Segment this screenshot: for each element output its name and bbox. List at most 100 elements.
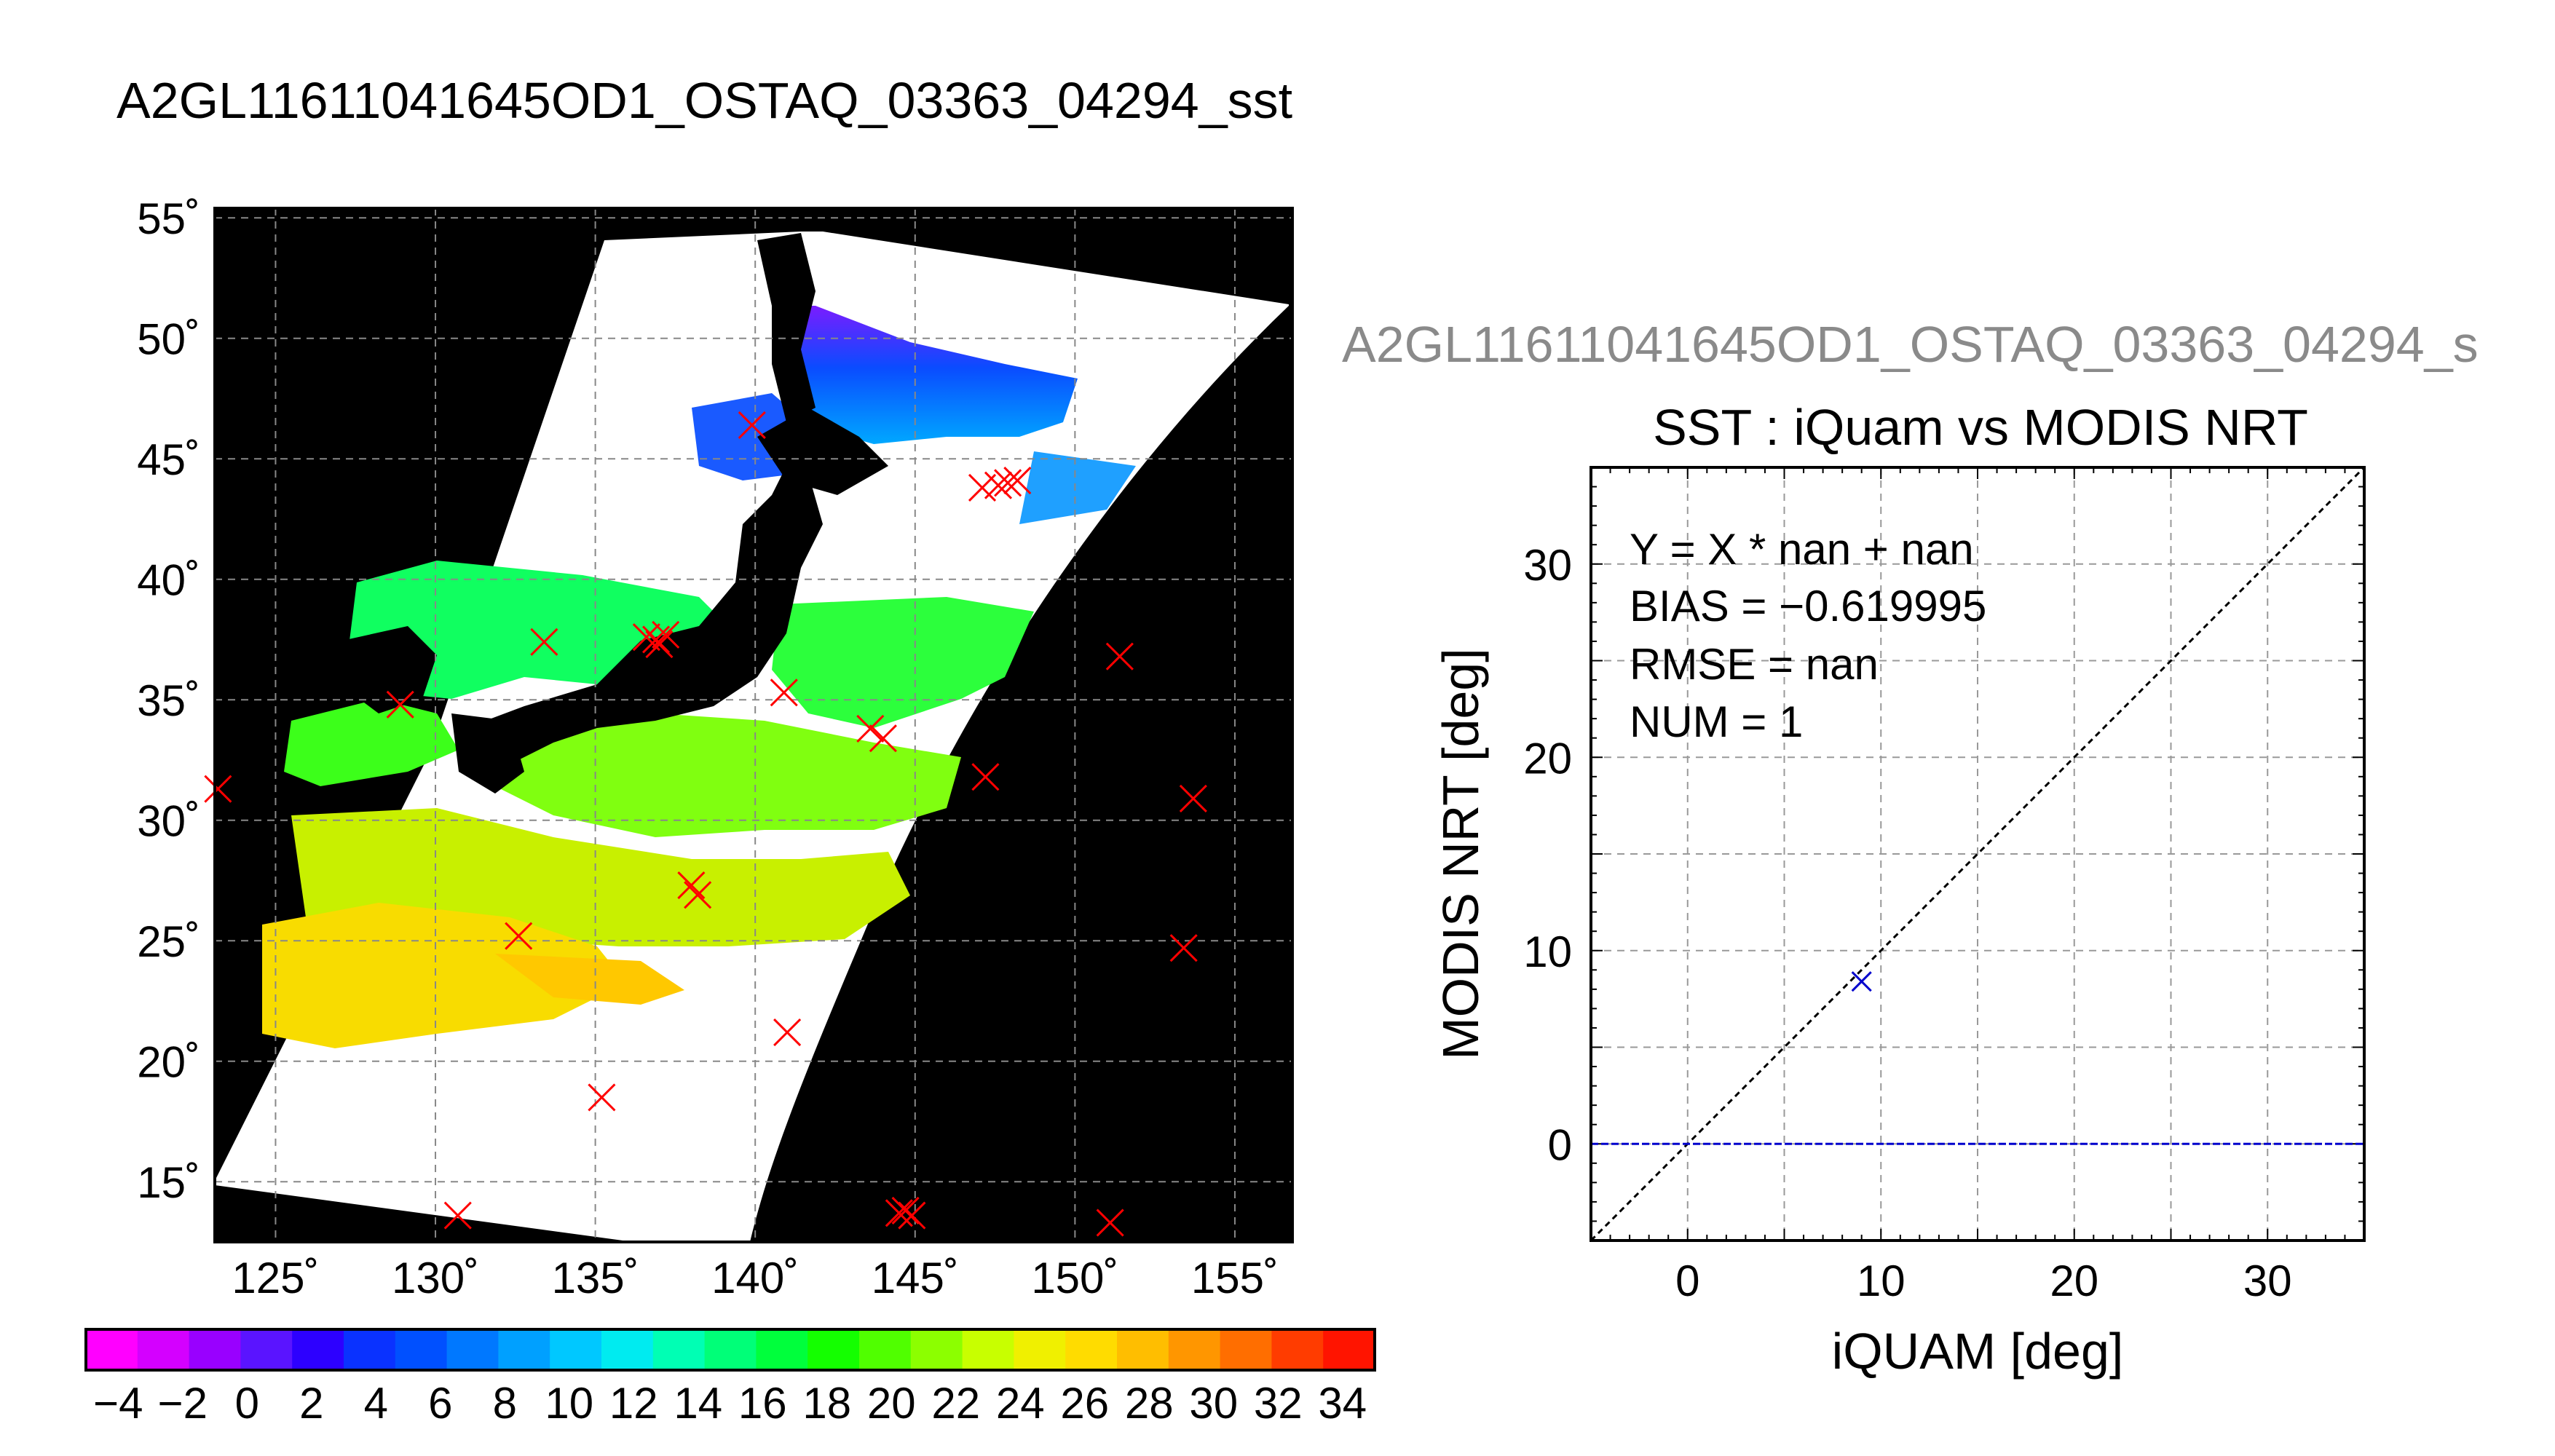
stats-line-regression: Y = X * nan + nan [1630, 525, 1974, 574]
colorbar-label-17: 30 [1189, 1379, 1238, 1428]
colorbar-swatch [446, 1329, 499, 1370]
land-hokkaido [757, 408, 888, 495]
lat-tick-label-1: 50˚ [137, 315, 200, 364]
scatter-y-tick-label-1: 10 [1523, 927, 1572, 976]
colorbar-swatch [601, 1329, 654, 1370]
colorbar-label-12: 20 [867, 1379, 916, 1428]
lon-tick-label-3: 140˚ [711, 1254, 799, 1302]
longitude-tick-labels: 125˚ 130˚ 135˚ 140˚ 145˚ 150˚ 155˚ [232, 1254, 1279, 1302]
observation-marker [684, 881, 712, 909]
lon-tick-label-0: 125˚ [232, 1254, 319, 1302]
observation-marker [738, 411, 766, 439]
sst-region-yellow-sea [284, 699, 459, 786]
observation-marker [984, 471, 1013, 499]
scatter-x-tick-label-0: 0 [1675, 1257, 1699, 1305]
colorbar-swatch [344, 1329, 396, 1370]
colorbar-swatch [1014, 1329, 1066, 1370]
scatter-point [1851, 971, 1872, 992]
stats-line-num: NUM = 1 [1630, 697, 1803, 746]
colorbar-swatch [1168, 1329, 1221, 1370]
lat-tick-label-8: 15˚ [137, 1158, 200, 1207]
scatter-x-tick-label-2: 20 [2050, 1257, 2098, 1305]
colorbar-swatch [550, 1329, 602, 1370]
scatter-y-axis-label: MODIS NRT [deg] [1432, 648, 1489, 1059]
colorbar-label-11: 18 [802, 1379, 851, 1428]
colorbar-label-16: 28 [1125, 1379, 1174, 1428]
colorbar-swatch [652, 1329, 706, 1370]
observation-marker [885, 1199, 913, 1227]
stats-line-bias: BIAS = −0.619995 [1630, 582, 1986, 630]
colorbar-label-4: 4 [364, 1379, 388, 1428]
colorbar-label-13: 22 [931, 1379, 980, 1428]
colorbar-swatch [756, 1329, 808, 1370]
colorbar-swatch [859, 1329, 912, 1370]
colorbar-swatch [137, 1329, 190, 1370]
sst-region-pacific-east [1019, 451, 1136, 524]
observation-marker [1105, 642, 1134, 670]
colorbar-swatch [910, 1329, 963, 1370]
colorbar-label-7: 10 [545, 1379, 593, 1428]
observation-marker [386, 690, 414, 719]
sst-region-tropical [262, 903, 626, 1048]
lat-tick-label-4: 35˚ [137, 676, 200, 725]
observation-marker [994, 469, 1022, 497]
observation-marker [869, 724, 897, 753]
scatter-frame [1590, 466, 2366, 1242]
scatter-y-tick-label-2: 20 [1523, 734, 1572, 783]
colorbar-swatch [86, 1329, 138, 1370]
colorbar-swatch [189, 1329, 241, 1370]
colorbar-swatch [807, 1329, 860, 1370]
observation-marker [641, 625, 671, 654]
colorbar-tick-labels: −4 −2 0 2 4 6 8 10 12 14 16 18 20 22 24 26 28 30 32 34 [93, 1379, 1367, 1428]
colorbar-label-15: 26 [1060, 1379, 1109, 1428]
latitude-tick-labels: 55˚ 50˚ 45˚ 40˚ 35˚ 30˚ 25˚ 20˚ 15˚ [137, 194, 200, 1207]
lon-tick-label-6: 155˚ [1191, 1254, 1279, 1302]
colorbar-label-5: 6 [428, 1379, 452, 1428]
colorbar-label-0: −4 [93, 1379, 143, 1428]
observation-marker [588, 1083, 616, 1112]
colorbar-swatch [1117, 1329, 1169, 1370]
scatter-plot: 0 10 20 30 0 10 20 30 Y = X * nan + nan BIAS =… [1432, 466, 2366, 1380]
colorbar-swatch [292, 1329, 344, 1370]
observation-marker [891, 1196, 920, 1225]
colorbar-swatch [1323, 1329, 1375, 1370]
observation-marker [1179, 784, 1207, 813]
colorbar-label-18: 32 [1254, 1379, 1303, 1428]
scatter-title: SST : iQuam vs MODIS NRT [1653, 399, 2308, 456]
sst-region-tropical-east [495, 954, 684, 1005]
map-frame [213, 207, 1294, 1243]
scatter-y-tick-labels: 0 10 20 30 [1523, 541, 1572, 1170]
colorbar-swatch [704, 1329, 757, 1370]
lat-tick-label-3: 40˚ [137, 556, 200, 605]
land-sakhalin [757, 233, 816, 422]
observation-marker [770, 678, 798, 707]
colorbar-label-9: 14 [674, 1379, 722, 1428]
stats-annotation: Y = X * nan + nan BIAS = −0.619995 RMSE … [1630, 525, 1986, 746]
colorbar-swatch [1065, 1329, 1118, 1370]
scatter-x-tick-labels: 0 10 20 30 [1675, 1257, 2292, 1305]
lat-tick-label-6: 25˚ [137, 917, 200, 966]
sst-region-south-japan [495, 713, 961, 837]
observation-marker [443, 1201, 472, 1230]
land-honshu [466, 466, 823, 764]
colorbar-label-1: −2 [158, 1379, 208, 1428]
lat-tick-label-0: 55˚ [137, 194, 200, 243]
colorbar-label-2: 0 [235, 1379, 259, 1428]
land-kyushu [451, 713, 524, 794]
observation-marker [856, 714, 885, 743]
stats-line-rmse: RMSE = nan [1630, 640, 1879, 689]
lon-tick-label-1: 130˚ [392, 1254, 479, 1302]
lat-tick-label-5: 30˚ [137, 797, 200, 846]
lat-tick-label-2: 45˚ [137, 435, 200, 484]
sst-region-okhotsk [779, 306, 1078, 444]
map-title: A2GL11611041645OD1_OSTAQ_03363_04294_sst [117, 72, 1292, 129]
scatter-x-axis-label: iQUAM [deg] [1832, 1323, 2124, 1380]
observation-marker [204, 775, 232, 803]
colorbar-swatch [1271, 1329, 1324, 1370]
lat-tick-label-7: 20˚ [137, 1038, 200, 1087]
map-panel: 55˚ 50˚ 45˚ 40˚ 35˚ 30˚ 25˚ 20˚ 15˚ 125˚ 130˚ 135˚… [137, 194, 1294, 1302]
observation-marker [530, 628, 558, 656]
colorbar-swatch [240, 1329, 293, 1370]
scatter-gridlines [1591, 467, 2364, 1241]
